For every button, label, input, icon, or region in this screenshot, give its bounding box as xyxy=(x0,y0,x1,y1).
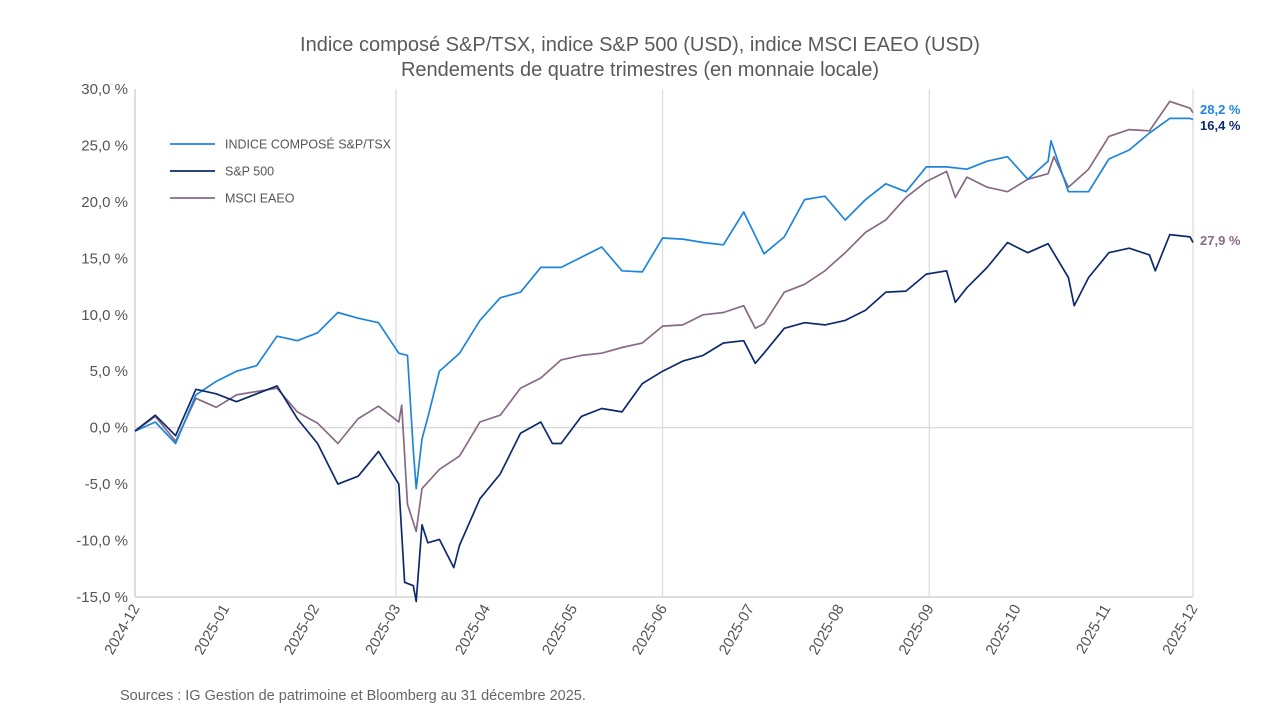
y-tick-label: 30,0 % xyxy=(81,81,128,98)
x-tick-label: 2025-12 xyxy=(1159,602,1201,658)
x-tick-label: 2025-01 xyxy=(191,602,233,658)
end-value-label: 27,9 % xyxy=(1200,233,1241,248)
series-line-0 xyxy=(134,117,1194,490)
end-labels: 28,2 %16,4 % 27,9 % xyxy=(1200,102,1241,248)
y-tick-label: -5,0 % xyxy=(85,476,128,493)
chart-subtitle: Rendements de quatre trimestres (en monn… xyxy=(401,59,879,81)
gridlines xyxy=(134,89,1194,598)
x-tick-label: 2025-03 xyxy=(362,602,404,658)
y-axis-ticks: -15,0 % -10,0 % -5,0 % 0,0 % 5,0 % 10,0 % 15,0… xyxy=(76,81,128,606)
y-tick-label: -10,0 % xyxy=(76,533,128,550)
end-value-label: 28,2 % xyxy=(1200,102,1241,117)
x-axis-ticks: 2024-12 2025-01 2025-02 2025-03 2025-04 2025-… xyxy=(101,602,1201,658)
series-lines xyxy=(134,100,1194,603)
x-tick-label: 2025-04 xyxy=(452,602,494,658)
x-tick-label: 2025-02 xyxy=(281,602,323,658)
x-tick-label: 2025-11 xyxy=(1073,602,1115,657)
legend-label: INDICE COMPOSÉ S&P/TSX xyxy=(225,137,392,152)
x-tick-label: 2024-12 xyxy=(101,602,143,658)
legend-label: S&P 500 xyxy=(225,165,274,179)
y-tick-label: 5,0 % xyxy=(90,363,128,380)
y-tick-label: 20,0 % xyxy=(81,194,128,211)
x-tick-label: 2025-10 xyxy=(982,602,1024,658)
series-line-2 xyxy=(134,100,1194,533)
legend-label: MSCI EAEO xyxy=(225,192,295,206)
legend: INDICE COMPOSÉ S&P/TSX S&P 500 MSCI EAEO xyxy=(170,137,392,206)
y-tick-label: -15,0 % xyxy=(76,589,128,606)
x-tick-label: 2025-08 xyxy=(806,602,848,658)
chart-title: Indice composé S&P/TSX, indice S&P 500 (… xyxy=(300,34,980,56)
y-tick-label: 0,0 % xyxy=(90,420,128,437)
x-tick-label: 2025-07 xyxy=(716,602,758,658)
source-note: Sources : IG Gestion de patrimoine et Bl… xyxy=(120,688,586,704)
series-line-1 xyxy=(134,233,1194,603)
x-tick-label: 2025-05 xyxy=(539,602,581,658)
x-tick-label: 2025-06 xyxy=(629,602,671,658)
y-tick-label: 25,0 % xyxy=(81,137,128,154)
x-tick-label: 2025-09 xyxy=(895,602,937,658)
y-tick-label: 10,0 % xyxy=(81,307,128,324)
y-tick-label: 15,0 % xyxy=(81,250,128,267)
end-value-label: 16,4 % xyxy=(1200,118,1241,133)
